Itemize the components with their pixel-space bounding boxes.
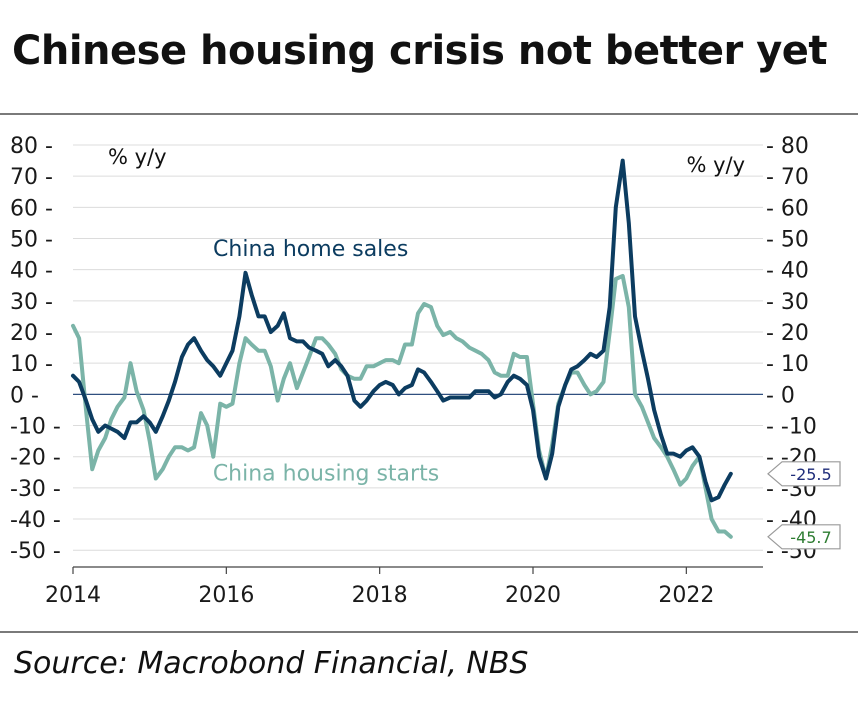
home-sales-last-value: -25.5 xyxy=(767,461,841,487)
bottom-divider xyxy=(0,631,858,633)
y-tick-label-right: - 30 xyxy=(766,290,809,315)
y-tick-label-right: - 50 xyxy=(766,228,809,253)
chart: 80 - - 80 70 - - 70 60 - - 60 50 - - 50 40 - - 40… xyxy=(10,134,841,608)
y-tick-label-right: - 20 xyxy=(766,321,809,346)
x-tick-label: 2016 xyxy=(198,583,254,608)
y-tick-label-left: -50 - xyxy=(10,539,61,564)
y-tick-label-right: - 10 xyxy=(766,352,809,377)
y-tick-label-left: 80 - xyxy=(10,134,53,159)
housing-starts-annotation: China housing starts xyxy=(213,461,439,486)
x-tick-label: 2014 xyxy=(45,583,101,608)
y-tick-label-right: - 40 xyxy=(766,259,809,284)
grid-layer xyxy=(73,144,763,551)
last-value-text: -45.7 xyxy=(790,528,831,547)
y-tick-label-left: 50 - xyxy=(10,228,53,253)
chart-title: Chinese housing crisis not better yet xyxy=(12,28,828,74)
y-axis-label-right: % y/y xyxy=(686,153,745,177)
label-layer: China home sales China housing starts -25.… xyxy=(213,237,841,550)
y-tick-label-right: - -10 xyxy=(766,415,817,440)
home-sales-annotation: China home sales xyxy=(213,237,408,262)
housing-starts-line xyxy=(71,273,733,539)
last-value-box xyxy=(767,461,841,487)
y-tick-label-left: 70 - xyxy=(10,165,53,190)
y-tick-label-left: 30 - xyxy=(10,290,53,315)
series-layer xyxy=(71,158,733,539)
y-tick-label-right: - 60 xyxy=(766,196,809,221)
axis-layer: 80 - - 80 70 - - 70 60 - - 60 50 - - 50 40 - - 40… xyxy=(10,134,817,608)
y-tick-label-right: - 0 xyxy=(766,383,795,408)
last-value-text: -25.5 xyxy=(790,465,831,484)
y-tick-label-left: 20 - xyxy=(10,321,53,346)
source-note: Source: Macrobond Financial, NBS xyxy=(14,646,529,681)
y-tick-label-right: - 80 xyxy=(766,134,809,159)
x-tick-label: 2020 xyxy=(505,583,561,608)
y-tick-label-left: -40 - xyxy=(10,508,61,533)
y-tick-label-left: -20 - xyxy=(10,446,61,471)
last-value-box xyxy=(767,524,841,550)
y-tick-label-left: 40 - xyxy=(10,259,53,284)
y-tick-label-left: -30 - xyxy=(10,477,61,502)
y-tick-label-left: 10 - xyxy=(10,352,53,377)
y-tick-label-left: 60 - xyxy=(10,196,53,221)
y-axis-label-left: % y/y xyxy=(108,145,167,169)
home-sales-line xyxy=(71,158,733,503)
y-tick-label-left: 0 - xyxy=(10,383,39,408)
x-tick-label: 2022 xyxy=(658,583,714,608)
y-tick-label-right: - 70 xyxy=(766,165,809,190)
x-tick-label: 2018 xyxy=(352,583,408,608)
housing-starts-last-value: -45.7 xyxy=(767,524,841,550)
top-divider xyxy=(0,113,858,115)
y-tick-label-left: -10 - xyxy=(10,415,61,440)
